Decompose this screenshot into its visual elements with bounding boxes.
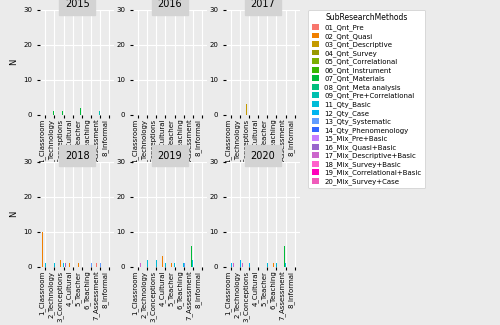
Y-axis label: N: N (9, 211, 18, 217)
Title: 2016: 2016 (158, 0, 182, 9)
Title: 2019: 2019 (158, 151, 182, 161)
Legend: 01_Qnt_Pre, 02_Qnt_Quasi, 03_Qnt_Descriptive, 04_Qnt_Survey, 05_Qnt_Correlationa: 01_Qnt_Pre, 02_Qnt_Quasi, 03_Qnt_Descrip… (308, 10, 425, 188)
Title: 2015: 2015 (65, 0, 90, 9)
Y-axis label: N: N (9, 59, 18, 65)
Title: 2020: 2020 (250, 151, 275, 161)
Title: 2018: 2018 (65, 151, 90, 161)
Title: 2017: 2017 (250, 0, 275, 9)
